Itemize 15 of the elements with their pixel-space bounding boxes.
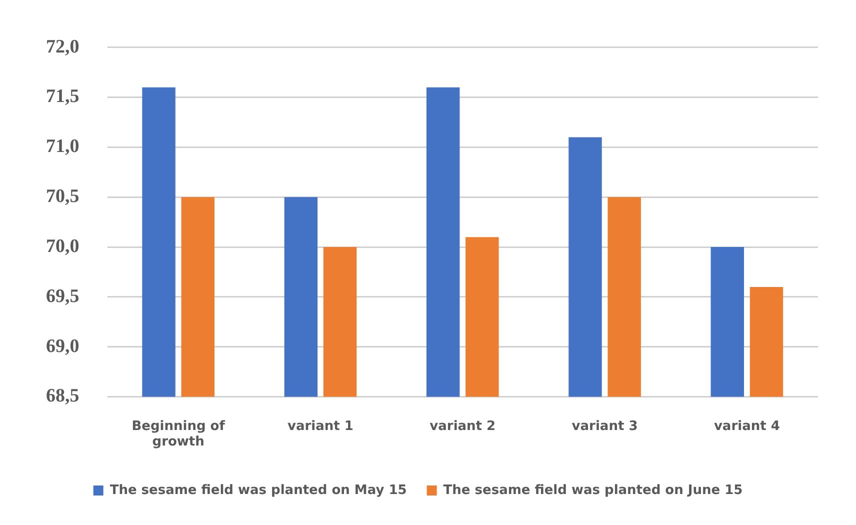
y-tick-label: 71,5: [46, 86, 80, 108]
x-tick-label: Beginning of growth: [132, 418, 226, 450]
y-tick-label: 68,5: [46, 386, 80, 407]
x-tick-label: variant 2: [430, 418, 496, 434]
y-tick-label: 72,0: [46, 36, 80, 58]
y-tick-label: 69,5: [46, 286, 80, 307]
y-tick-label: 69,0: [46, 336, 80, 357]
y-tick-label: 70,0: [46, 236, 80, 257]
y-tick-label: 71,0: [46, 136, 80, 158]
x-tick-label: variant 1: [288, 418, 354, 434]
legend-label: The sesame field was planted on May 15: [110, 482, 407, 498]
x-tick-label: variant 4: [714, 418, 780, 434]
x-tick-label: variant 3: [572, 418, 638, 434]
y-tick-label: 70,5: [46, 186, 80, 208]
legend-label: The sesame field was planted on June 15: [443, 482, 743, 498]
